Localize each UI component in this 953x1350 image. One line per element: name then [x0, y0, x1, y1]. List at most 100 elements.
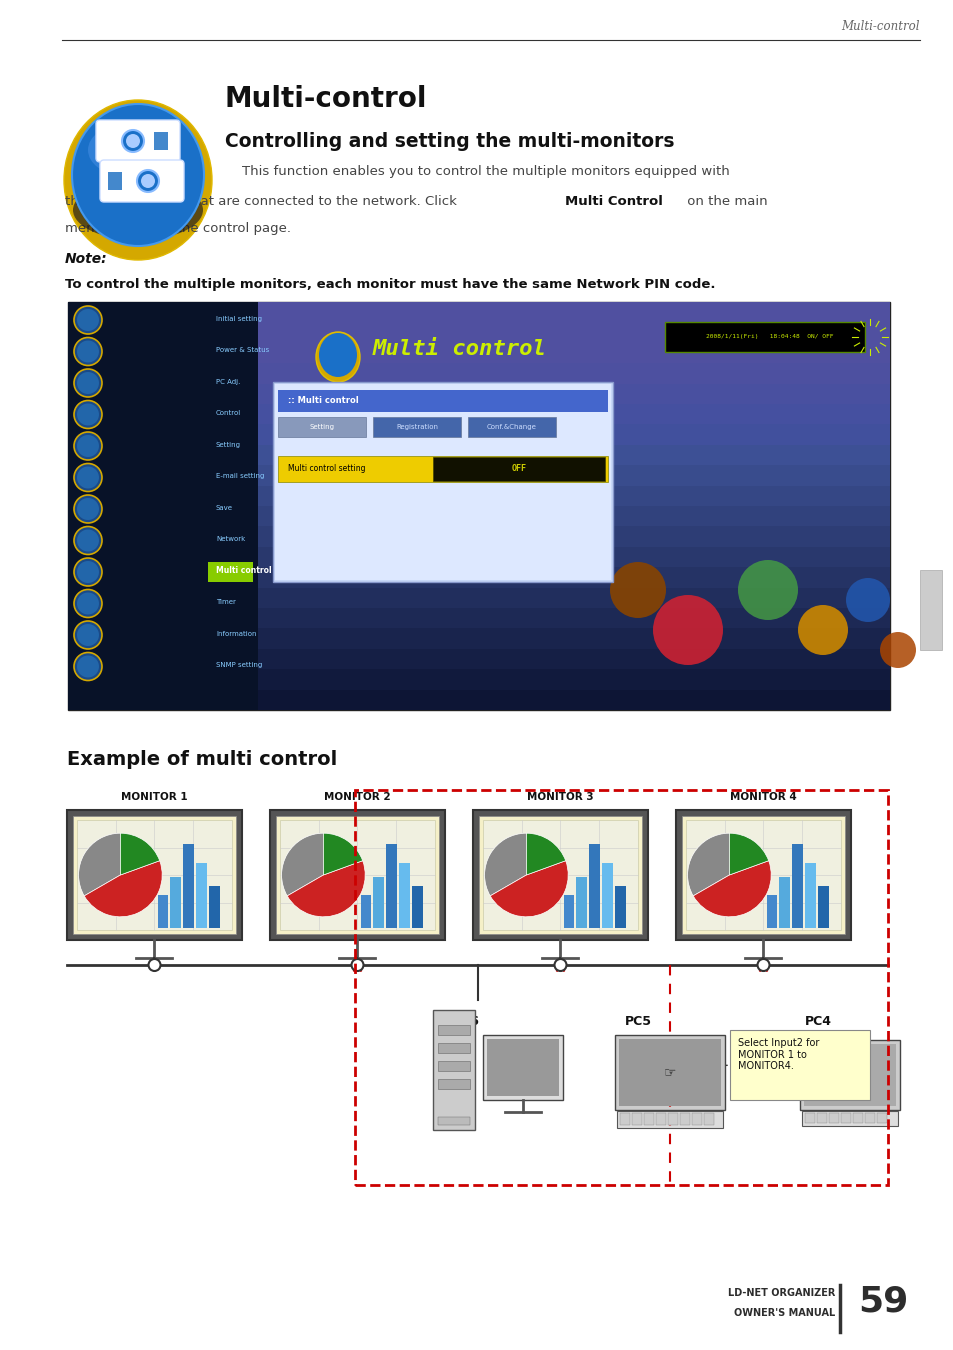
Bar — [841, 1112, 850, 1123]
Bar — [157, 895, 169, 927]
Bar — [73, 815, 235, 934]
Circle shape — [74, 495, 102, 522]
Text: MONITOR 1: MONITOR 1 — [121, 792, 188, 802]
Bar — [482, 1035, 562, 1100]
Bar — [68, 444, 889, 466]
Circle shape — [122, 130, 144, 153]
Wedge shape — [281, 833, 323, 896]
Text: :: Multi control: :: Multi control — [288, 397, 358, 405]
Circle shape — [757, 958, 769, 971]
Bar — [800, 1040, 899, 1110]
Bar — [601, 863, 613, 927]
Bar — [656, 1112, 665, 1125]
Bar — [473, 810, 647, 940]
Text: Save: Save — [215, 505, 233, 512]
Bar — [919, 570, 941, 649]
Bar — [68, 383, 889, 404]
Bar — [643, 1112, 654, 1125]
Text: Multi-control: Multi-control — [841, 20, 919, 32]
Circle shape — [554, 958, 566, 971]
Bar — [801, 1111, 897, 1126]
Circle shape — [351, 958, 363, 971]
Circle shape — [609, 562, 665, 618]
Text: MONITOR 2: MONITOR 2 — [324, 792, 391, 802]
Wedge shape — [484, 833, 526, 896]
Bar — [355, 790, 887, 1185]
Circle shape — [149, 958, 160, 971]
Text: Conf.&Change: Conf.&Change — [487, 424, 537, 431]
Bar — [68, 466, 889, 486]
Ellipse shape — [71, 104, 204, 246]
Bar — [679, 1112, 689, 1125]
Text: PC5: PC5 — [624, 1015, 651, 1027]
Wedge shape — [490, 861, 568, 917]
Ellipse shape — [315, 332, 359, 382]
Bar — [615, 1035, 724, 1110]
Bar — [816, 1112, 826, 1123]
Bar — [68, 302, 257, 710]
Text: Example of multi control: Example of multi control — [67, 751, 337, 769]
Circle shape — [77, 624, 99, 647]
Bar — [482, 819, 638, 930]
Ellipse shape — [318, 333, 356, 377]
Bar — [664, 323, 864, 352]
Text: To control the multiple monitors, each monitor must have the same Network PIN co: To control the multiple monitors, each m… — [65, 278, 715, 292]
Bar — [817, 886, 828, 927]
FancyBboxPatch shape — [100, 161, 184, 202]
Bar — [667, 1112, 678, 1125]
Circle shape — [77, 593, 99, 614]
Bar — [275, 815, 438, 934]
Bar — [619, 1112, 629, 1125]
Bar — [779, 876, 789, 927]
Bar — [68, 649, 889, 670]
Circle shape — [74, 338, 102, 366]
Text: 59: 59 — [857, 1285, 907, 1319]
Bar — [876, 1112, 886, 1123]
Bar — [67, 810, 242, 940]
Bar — [277, 390, 607, 412]
Bar — [398, 863, 410, 927]
Text: PC4: PC4 — [804, 1015, 831, 1027]
Text: Registration: Registration — [395, 424, 437, 431]
Bar — [631, 1112, 641, 1125]
Text: LD-NET ORGANIZER: LD-NET ORGANIZER — [727, 1288, 834, 1297]
Wedge shape — [287, 861, 365, 917]
Circle shape — [652, 595, 722, 666]
Bar — [68, 506, 889, 526]
Ellipse shape — [64, 100, 212, 261]
Wedge shape — [526, 833, 565, 875]
Bar — [68, 424, 889, 444]
Text: Multi Control: Multi Control — [564, 194, 662, 208]
Bar — [183, 844, 194, 927]
Bar — [360, 895, 371, 927]
Wedge shape — [84, 861, 162, 917]
Circle shape — [74, 463, 102, 491]
Bar — [437, 1044, 470, 1053]
Bar — [68, 567, 889, 587]
Circle shape — [845, 578, 889, 622]
Bar — [433, 458, 604, 481]
Circle shape — [74, 306, 102, 333]
Text: menu to display the control page.: menu to display the control page. — [65, 221, 291, 235]
Bar — [478, 815, 641, 934]
Bar — [412, 886, 422, 927]
Text: SNMP setting: SNMP setting — [215, 663, 262, 668]
Bar — [437, 1116, 470, 1125]
Circle shape — [797, 605, 847, 655]
Text: Control: Control — [215, 410, 241, 417]
Text: Initial setting: Initial setting — [215, 316, 262, 323]
Circle shape — [77, 340, 99, 363]
Text: PC Adj.: PC Adj. — [215, 379, 240, 385]
Circle shape — [77, 435, 99, 458]
Bar — [437, 1079, 470, 1089]
Bar — [273, 382, 613, 582]
Bar — [274, 383, 610, 580]
Bar — [68, 323, 889, 343]
Bar — [68, 343, 889, 363]
Circle shape — [141, 174, 154, 188]
Bar — [804, 1112, 814, 1123]
Circle shape — [77, 498, 99, 520]
FancyBboxPatch shape — [96, 120, 180, 162]
Wedge shape — [687, 833, 729, 896]
Bar — [691, 1112, 701, 1125]
